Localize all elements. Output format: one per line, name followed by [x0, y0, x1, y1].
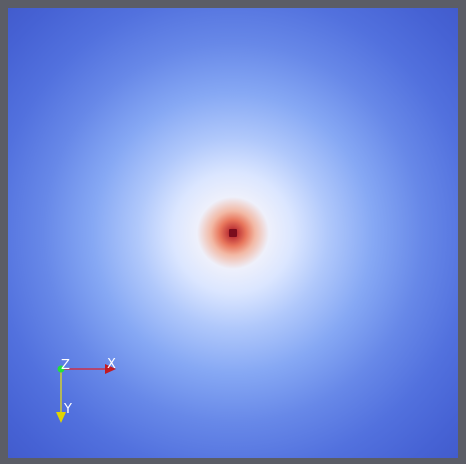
- x-axis-arrowhead: [105, 364, 116, 374]
- z-axis-dot: [57, 365, 65, 373]
- render-viewport[interactable]: X Y Z: [8, 8, 458, 458]
- y-axis-arrowhead: [56, 412, 66, 423]
- z-axis-label: Z: [61, 358, 70, 373]
- y-axis-label: Y: [63, 402, 72, 417]
- x-axis-label: X: [107, 357, 116, 372]
- field-peak: [229, 229, 237, 237]
